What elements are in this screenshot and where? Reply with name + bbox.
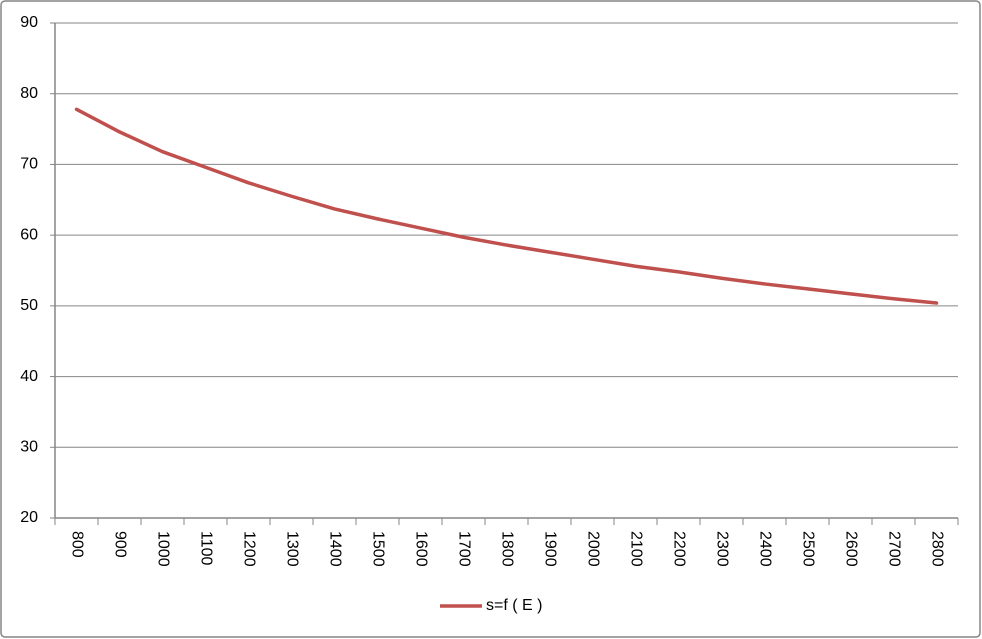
x-tick-label: 1000 xyxy=(154,531,171,567)
x-tick-label: 1400 xyxy=(326,531,343,567)
y-tick-label: 80 xyxy=(20,85,38,102)
x-tick-label: 1700 xyxy=(455,531,472,567)
x-tick-label: 1100 xyxy=(197,531,214,566)
y-tick-label: 60 xyxy=(20,226,38,243)
y-tick-label: 40 xyxy=(20,368,38,385)
x-tick-label: 1900 xyxy=(541,531,558,567)
x-tick-label: 1300 xyxy=(283,531,300,567)
y-tick-label: 50 xyxy=(20,297,38,314)
x-tick-label: 2400 xyxy=(756,531,773,567)
x-tick-label: 2500 xyxy=(799,531,816,567)
x-tick-label: 2600 xyxy=(842,531,859,567)
x-tick-label: 1800 xyxy=(498,531,515,567)
x-tick-label: 2700 xyxy=(885,531,902,567)
x-tick-label: 900 xyxy=(111,531,128,558)
x-tick-label: 2300 xyxy=(713,531,730,567)
x-tick-label: 800 xyxy=(68,531,85,558)
x-tick-label: 2200 xyxy=(670,531,687,567)
x-tick-label: 2800 xyxy=(928,531,945,567)
x-tick-label: 1600 xyxy=(412,531,429,567)
y-tick-label: 90 xyxy=(20,14,38,31)
y-tick-label: 70 xyxy=(20,156,38,173)
series-line xyxy=(74,107,939,305)
y-tick-label: 30 xyxy=(20,439,38,456)
y-tick-label: 20 xyxy=(20,509,38,526)
x-tick-label: 1200 xyxy=(240,531,257,567)
x-tick-label: 1500 xyxy=(369,531,386,567)
legend-label: s=f ( E ) xyxy=(486,597,542,614)
x-tick-label: 2000 xyxy=(584,531,601,567)
x-tick-label: 2100 xyxy=(627,531,644,567)
